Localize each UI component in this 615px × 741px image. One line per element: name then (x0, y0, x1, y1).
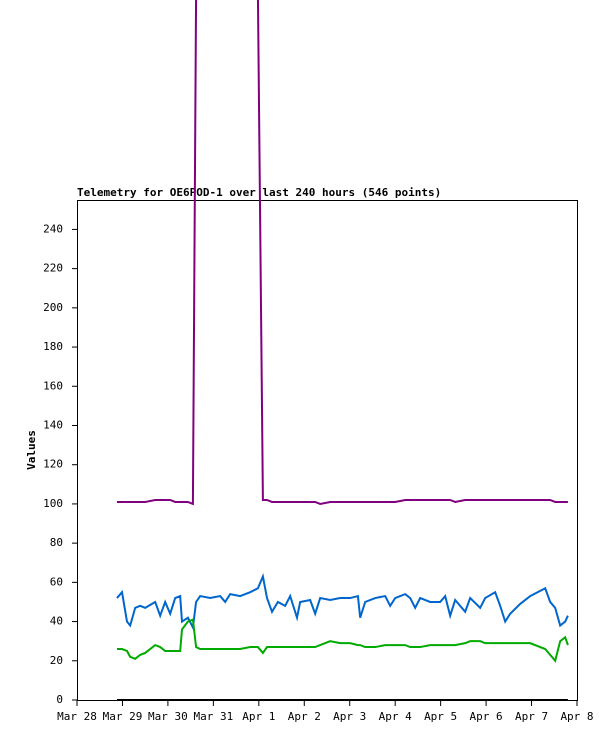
x-tick-label: Apr 4 (379, 710, 412, 723)
x-tick-label: Apr 2 (288, 710, 321, 723)
x-tick-label: Mar 28 (57, 710, 97, 723)
y-tick-label: 0 (56, 693, 63, 706)
y-tick-label: 60 (50, 575, 63, 588)
plot-frame (77, 200, 578, 701)
series-line (117, 618, 569, 663)
x-tick-label: Apr 3 (333, 710, 366, 723)
x-tick-label: Apr 7 (515, 710, 548, 723)
y-tick-label: 180 (43, 340, 63, 353)
y-tick-label: 240 (43, 222, 63, 235)
y-tick-label: 140 (43, 418, 63, 431)
x-tick-label: Apr 8 (560, 710, 593, 723)
x-tick-label: Mar 29 (103, 710, 143, 723)
y-tick-label: 220 (43, 262, 63, 275)
series-line (116, 573, 569, 631)
x-tick-label: Mar 31 (193, 710, 233, 723)
y-tick-label: 160 (43, 379, 63, 392)
y-axis-label: Values (25, 430, 38, 470)
y-tick-label: 200 (43, 301, 63, 314)
x-tick-label: Mar 30 (148, 710, 188, 723)
y-tick-label: 40 (50, 615, 63, 628)
x-tick-label: Apr 6 (470, 710, 503, 723)
x-tick-label: Apr 5 (424, 710, 457, 723)
series-line (117, 0, 568, 506)
y-tick-label: 120 (43, 458, 63, 471)
x-tick-label: Apr 1 (242, 710, 275, 723)
y-tick-label: 80 (50, 536, 63, 549)
y-tick-label: 100 (43, 497, 63, 510)
y-tick-label: 20 (50, 654, 63, 667)
